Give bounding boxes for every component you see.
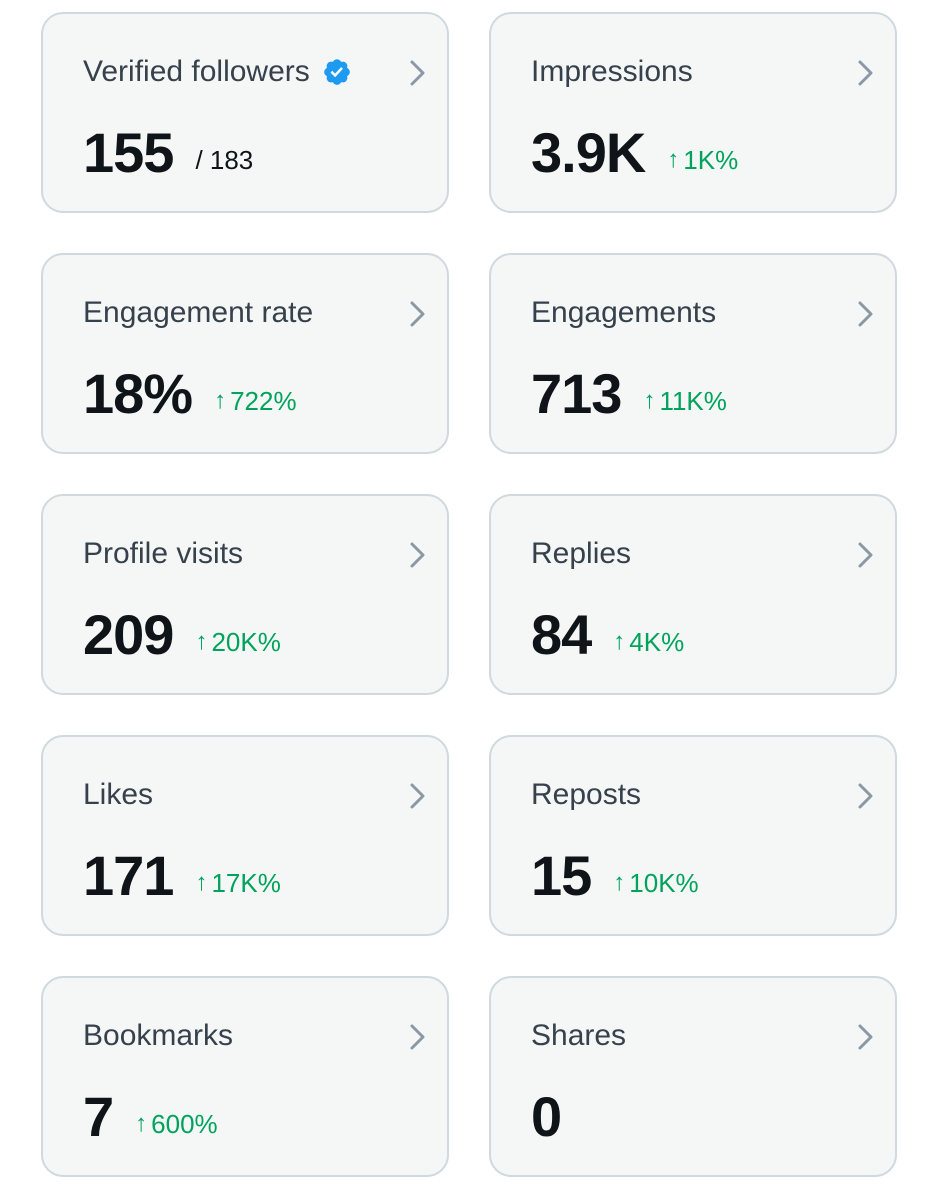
metric-value: 18%	[83, 362, 193, 425]
arrow-up-icon: ↑	[214, 387, 227, 414]
metric-value-row: 18% ↑ 722%	[83, 359, 297, 429]
metric-card-engagement-rate[interactable]: Engagement rate 18% ↑ 722%	[41, 253, 449, 454]
metric-value-row: 0	[531, 1082, 562, 1152]
metric-value: 7	[83, 1085, 114, 1148]
metric-value: 15	[531, 844, 592, 907]
metric-delta-value: 20K%	[211, 626, 281, 657]
metric-title: Engagement rate	[83, 293, 313, 333]
arrow-up-icon: ↑	[667, 146, 680, 173]
metric-value-row: 155 / 183	[83, 118, 253, 188]
metric-title: Likes	[83, 775, 153, 815]
metric-value-row: 209 ↑ 20K%	[83, 600, 281, 670]
metric-title: Reposts	[531, 775, 641, 815]
arrow-up-icon: ↑	[195, 628, 208, 655]
metric-delta-value: 10K%	[629, 867, 699, 898]
chevron-right-icon[interactable]	[855, 540, 877, 570]
metric-card-replies[interactable]: Replies 84 ↑ 4K%	[489, 494, 897, 695]
metric-value-row: 7 ↑ 600%	[83, 1082, 218, 1152]
metric-title: Replies	[531, 534, 631, 574]
chevron-right-icon[interactable]	[855, 1022, 877, 1052]
metric-delta-value: 11K%	[659, 385, 727, 416]
metric-delta: ↑ 600%	[135, 1109, 218, 1140]
metric-value: 3.9K	[531, 121, 646, 184]
arrow-up-icon: ↑	[613, 628, 626, 655]
metric-card-verified-followers[interactable]: Verified followers 155 / 183	[41, 12, 449, 213]
arrow-up-icon: ↑	[135, 1110, 148, 1137]
chevron-right-icon[interactable]	[407, 781, 429, 811]
metric-delta: ↑ 1K%	[667, 145, 738, 176]
chevron-right-icon[interactable]	[855, 58, 877, 88]
metric-delta: ↑ 10K%	[613, 868, 698, 899]
metric-value-row: 713 ↑ 11K%	[531, 359, 727, 429]
chevron-right-icon[interactable]	[407, 1022, 429, 1052]
analytics-grid: Verified followers 155 / 183 Impressions…	[41, 12, 897, 1177]
verified-badge-icon	[323, 59, 350, 85]
metric-title-label: Profile visits	[83, 537, 244, 570]
metric-value: 171	[83, 844, 174, 907]
chevron-right-icon[interactable]	[407, 540, 429, 570]
metric-delta: ↑ 20K%	[195, 627, 280, 658]
arrow-up-icon: ↑	[643, 387, 656, 414]
metric-card-shares[interactable]: Shares 0	[489, 976, 897, 1177]
metric-delta-value: 600%	[151, 1108, 218, 1139]
arrow-up-icon: ↑	[195, 869, 208, 896]
metric-value-row: 15 ↑ 10K%	[531, 841, 699, 911]
metric-title: Profile visits	[83, 534, 243, 574]
metric-title-label: Impressions	[531, 55, 693, 88]
metric-title: Shares	[531, 1016, 626, 1056]
chevron-right-icon[interactable]	[407, 299, 429, 329]
metric-delta-value: 4K%	[629, 626, 685, 657]
metric-value: 0	[531, 1085, 562, 1148]
arrow-up-icon: ↑	[613, 869, 626, 896]
metric-card-profile-visits[interactable]: Profile visits 209 ↑ 20K%	[41, 494, 449, 695]
metric-title-label: Likes	[83, 778, 154, 811]
metric-title-label: Engagements	[531, 296, 717, 329]
chevron-right-icon[interactable]	[855, 299, 877, 329]
metric-card-bookmarks[interactable]: Bookmarks 7 ↑ 600%	[41, 976, 449, 1177]
metric-value: 84	[531, 603, 592, 666]
metric-title: Engagements	[531, 293, 716, 333]
metric-delta: ↑ 17K%	[195, 868, 280, 899]
metric-title: Impressions	[531, 52, 693, 92]
metric-title-label: Bookmarks	[83, 1019, 234, 1052]
metric-title-label: Verified followers	[83, 55, 310, 88]
metric-value: 209	[83, 603, 174, 666]
metric-value-row: 84 ↑ 4K%	[531, 600, 684, 670]
metric-title-label: Engagement rate	[83, 296, 314, 329]
metric-value: 713	[531, 362, 622, 425]
metric-delta: ↑ 4K%	[613, 627, 684, 658]
metric-card-reposts[interactable]: Reposts 15 ↑ 10K%	[489, 735, 897, 936]
chevron-right-icon[interactable]	[407, 58, 429, 88]
metric-delta-value: 1K%	[683, 144, 739, 175]
metric-card-likes[interactable]: Likes 171 ↑ 17K%	[41, 735, 449, 936]
metric-title: Bookmarks	[83, 1016, 233, 1056]
metric-value-row: 3.9K ↑ 1K%	[531, 118, 738, 188]
metric-total: / 183	[195, 144, 254, 175]
chevron-right-icon[interactable]	[855, 781, 877, 811]
metric-delta-value: 17K%	[211, 867, 281, 898]
metric-delta-value: 722%	[230, 385, 297, 416]
metric-value: 155	[83, 121, 174, 184]
metric-card-engagements[interactable]: Engagements 713 ↑ 11K%	[489, 253, 897, 454]
metric-value-row: 171 ↑ 17K%	[83, 841, 281, 911]
metric-title: Verified followers	[83, 52, 352, 92]
metric-delta: ↑ 11K%	[643, 386, 726, 417]
metric-title-label: Replies	[531, 537, 632, 570]
metric-delta: ↑ 722%	[214, 386, 297, 417]
metric-card-impressions[interactable]: Impressions 3.9K ↑ 1K%	[489, 12, 897, 213]
metric-title-label: Reposts	[531, 778, 642, 811]
metric-title-label: Shares	[531, 1019, 627, 1052]
